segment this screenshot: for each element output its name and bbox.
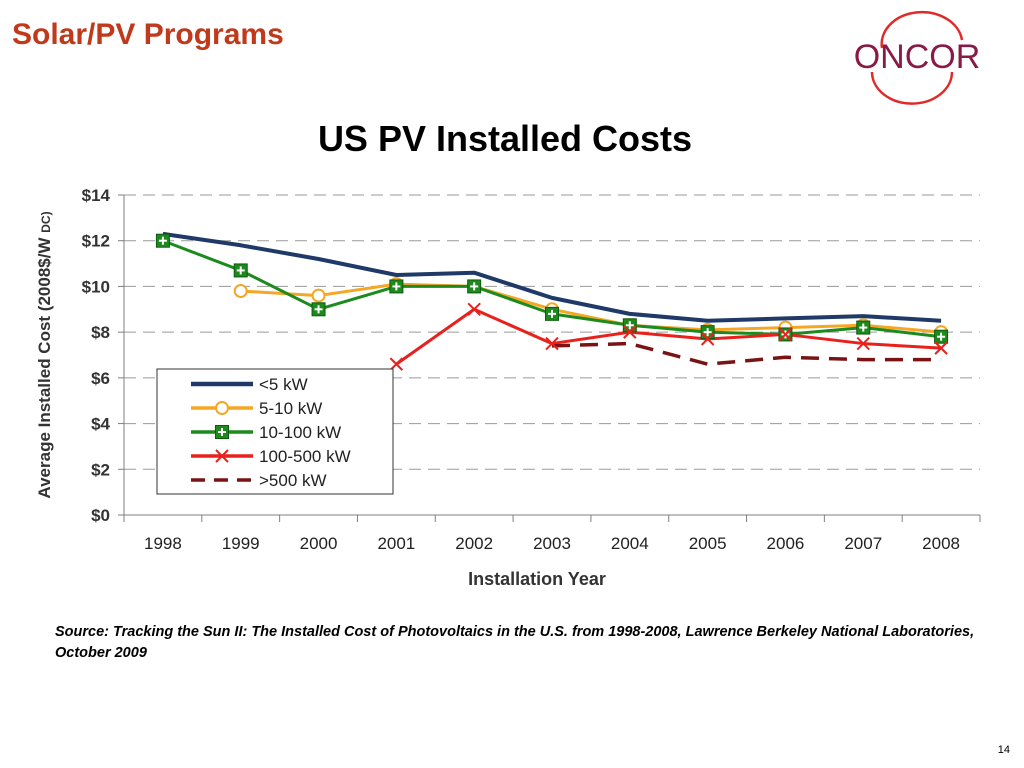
data-point-3 xyxy=(778,327,793,342)
y-tick-label: $6 xyxy=(91,369,110,388)
logo-ring-arc-top xyxy=(880,10,964,49)
legend-label-3: 100-500 kW xyxy=(259,447,351,466)
data-point-3 xyxy=(700,332,715,346)
data-point-1 xyxy=(311,288,326,303)
x-tick-label: 2007 xyxy=(844,534,882,553)
series-line-2 xyxy=(162,239,942,339)
data-point-3 xyxy=(934,341,948,355)
data-point-1 xyxy=(233,284,248,298)
x-tick-label: 1999 xyxy=(222,534,260,553)
source-note: Source: Tracking the Sun II: The Install… xyxy=(55,624,975,661)
x-tick-label: 2008 xyxy=(922,534,960,553)
x-tick-label: 2006 xyxy=(767,534,805,553)
y-tick-label: $2 xyxy=(91,460,110,479)
y-tick-label: $14 xyxy=(82,186,111,205)
x-tick-label: 2001 xyxy=(377,534,415,553)
legend-label-0: <5 kW xyxy=(259,375,308,394)
legend-marker-3 xyxy=(215,449,229,463)
x-tick-label: 2004 xyxy=(611,534,649,553)
x-tick-label: 2002 xyxy=(455,534,493,553)
legend-label-2: 10-100 kW xyxy=(259,423,341,442)
x-tick-label: 1998 xyxy=(144,534,182,553)
chart-title: US PV Installed Costs xyxy=(317,118,693,159)
logo-text: ONCOR xyxy=(854,38,981,76)
data-point-3 xyxy=(467,302,481,316)
series-line-0 xyxy=(162,231,942,323)
oncor-logo: ONCOR xyxy=(854,10,981,105)
y-axis-label-unit: DC) xyxy=(39,211,53,232)
x-tick-label: 2003 xyxy=(533,534,571,553)
legend-label-1: 5-10 kW xyxy=(259,399,322,418)
series-line-4 xyxy=(551,341,942,366)
x-tick-label: 2000 xyxy=(300,534,338,553)
data-point-3 xyxy=(856,336,870,351)
legend-marker-1 xyxy=(215,401,229,415)
data-point-3 xyxy=(545,336,559,351)
y-tick-label: $4 xyxy=(91,415,110,434)
slide-title: Solar/PV Programs xyxy=(12,18,284,51)
data-point-3 xyxy=(389,357,404,371)
series-line-1 xyxy=(240,282,942,334)
y-tick-label: $12 xyxy=(82,232,110,251)
y-tick-label: $0 xyxy=(91,506,110,525)
x-axis-label: Installation Year xyxy=(468,569,606,589)
y-tick-label: $8 xyxy=(91,323,110,342)
series-line-3 xyxy=(395,307,942,366)
data-point-3 xyxy=(623,325,637,339)
line-chart: $0 $2 $4 $6 $8 $10 $12 $14 1998 1999 2000 2001 2002 2… xyxy=(35,186,981,589)
legend-label-4: >500 kW xyxy=(259,471,327,490)
x-tick-label: 2005 xyxy=(689,534,727,553)
page-number: 14 xyxy=(997,744,1010,756)
y-tick-label: $10 xyxy=(82,277,110,296)
y-axis-label: Average Installed Cost (2008$/W DC) xyxy=(35,211,54,498)
logo-ring-arc-bottom xyxy=(870,71,954,105)
